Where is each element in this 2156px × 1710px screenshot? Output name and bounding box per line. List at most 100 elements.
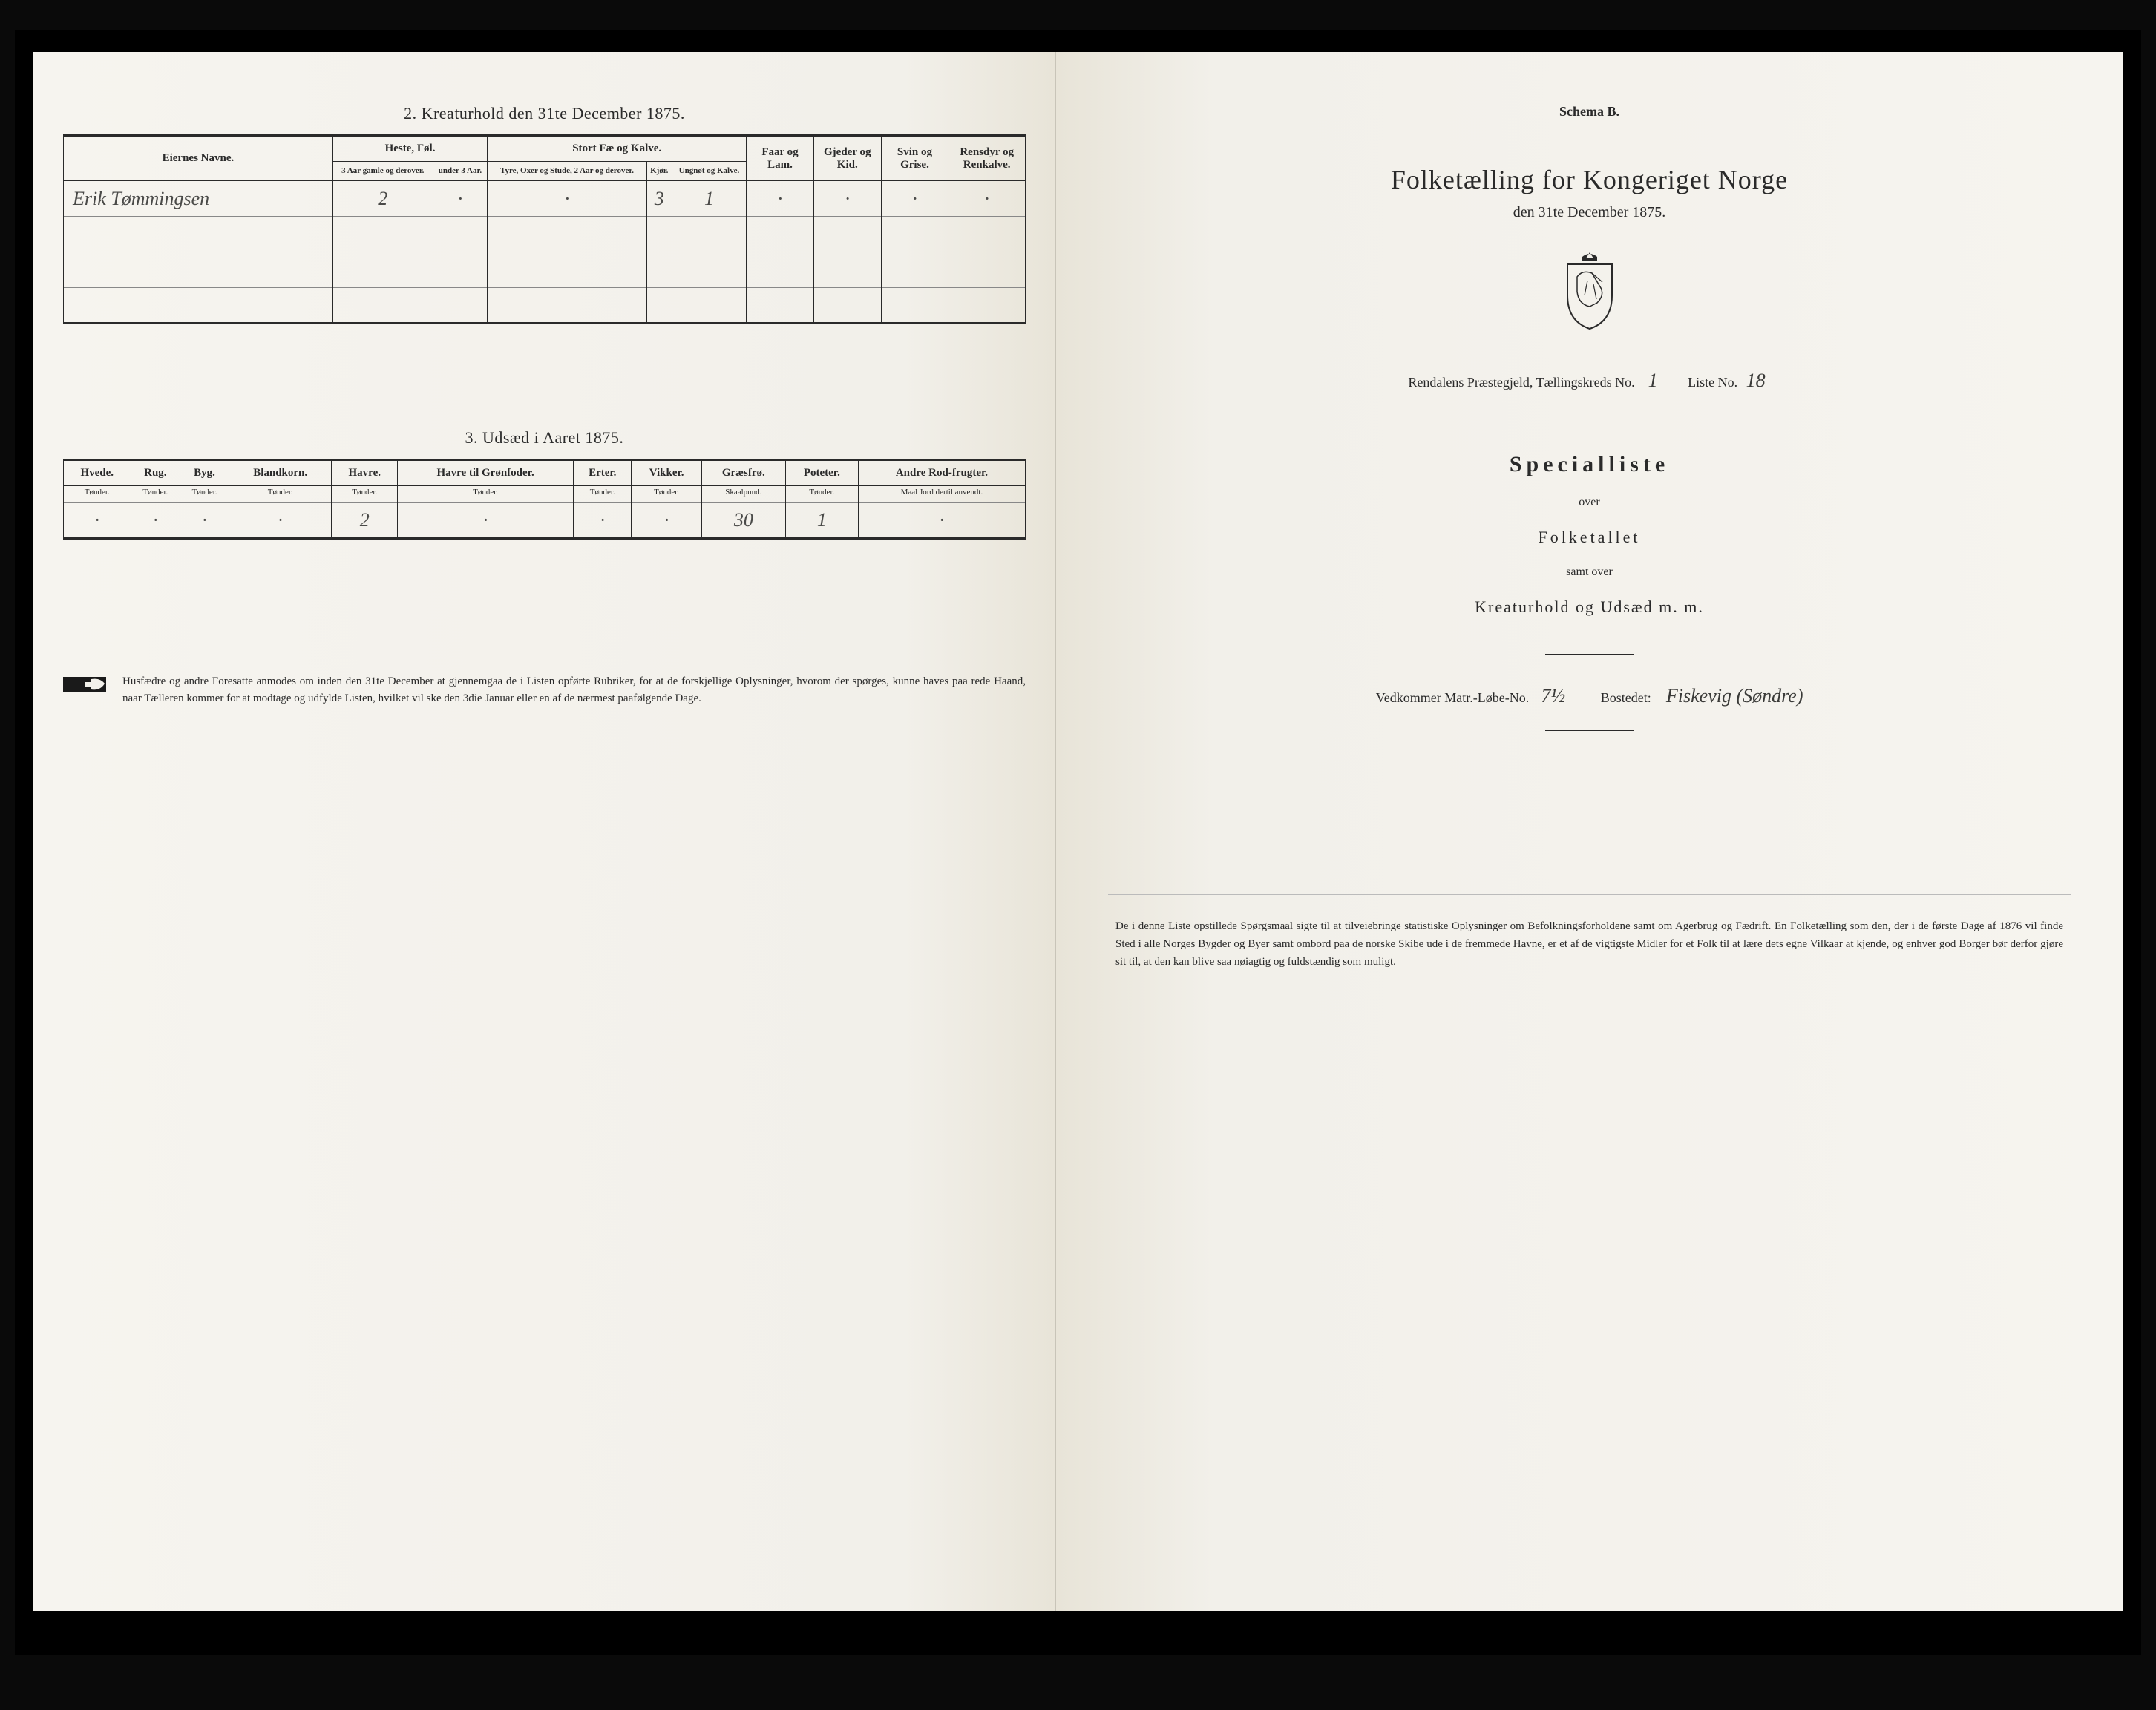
seed-col-7: Vikker. [632, 460, 701, 486]
seed-val-0: · [64, 503, 131, 539]
seed-unit-3: Tønder. [229, 486, 331, 503]
seed-val-6: · [574, 503, 632, 539]
cell-h1 [332, 252, 433, 288]
left-footer-text: Husfædre og andre Foresatte anmodes om i… [122, 673, 1026, 707]
cell-goats [813, 252, 881, 288]
cell-pigs [881, 217, 948, 252]
col-horses-under3: under 3 Aar. [433, 162, 487, 181]
livestock-table: Eiernes Navne. Heste, Føl. Stort Fæ og K… [63, 134, 1026, 324]
seed-unit-9: Tønder. [785, 486, 858, 503]
district-line: Rendalens Præstegjeld, Tællingskreds No.… [1108, 370, 2071, 392]
seed-col-9: Poteter. [785, 460, 858, 486]
seed-col-8: Græsfrø. [701, 460, 785, 486]
cell-c2 [646, 288, 672, 324]
cell-c2 [646, 217, 672, 252]
cell-h2 [433, 252, 487, 288]
col-owner: Eiernes Navne. [64, 136, 333, 181]
seed-val-8: 30 [701, 503, 785, 539]
seed-col-10: Andre Rod-frugter. [858, 460, 1025, 486]
matr-label: Vedkommer Matr.-Løbe-No. [1376, 690, 1529, 705]
scan-frame: 2. Kreaturhold den 31te December 1875. E… [15, 30, 2141, 1655]
seed-col-3: Blandkorn. [229, 460, 331, 486]
short-rule [1545, 654, 1634, 655]
seed-col-0: Hvede. [64, 460, 131, 486]
col-pigs: Svin og Grise. [881, 136, 948, 181]
col-goats: Gjeder og Kid. [813, 136, 881, 181]
col-cattle: Stort Fæ og Kalve. [488, 136, 747, 162]
table-row [64, 217, 1026, 252]
kreds-number: 1 [1638, 370, 1668, 392]
page-spread: 2. Kreaturhold den 31te December 1875. E… [33, 52, 2123, 1611]
cell-rein [948, 217, 1026, 252]
cell-h2 [433, 288, 487, 324]
table-row [64, 252, 1026, 288]
cell-pigs [881, 252, 948, 288]
over-label: over [1108, 496, 2071, 509]
cell-h2: · [433, 181, 487, 217]
cell-rein [948, 252, 1026, 288]
seed-unit-8: Skaalpund. [701, 486, 785, 503]
seed-table: Hvede.Rug.Byg.Blandkorn.Havre.Havre til … [63, 459, 1026, 540]
seed-val-4: 2 [332, 503, 398, 539]
col-cattle-cows: Kjør. [646, 162, 672, 181]
section2-title: 2. Kreaturhold den 31te December 1875. [63, 104, 1026, 123]
right-footer-text: De i denne Liste opstillede Spørgsmaal s… [1108, 894, 2071, 971]
seed-unit-10: Maal Jord dertil anvendt. [858, 486, 1025, 503]
table-row [64, 288, 1026, 324]
cell-owner [64, 252, 333, 288]
seed-col-2: Byg. [180, 460, 229, 486]
folketallet-label: Folketallet [1108, 528, 2071, 547]
liste-number: 18 [1741, 370, 1771, 392]
seed-val-10: · [858, 503, 1025, 539]
cell-c3 [672, 252, 746, 288]
seed-col-4: Havre. [332, 460, 398, 486]
district-prefix: Rendalens Præstegjeld, Tællingskreds No. [1408, 375, 1634, 390]
cell-goats [813, 217, 881, 252]
cell-sheep [747, 217, 814, 252]
cell-c2 [646, 252, 672, 288]
cell-rein: · [948, 181, 1026, 217]
specialliste-title: Specialliste [1108, 452, 2071, 477]
seed-val-5: · [398, 503, 574, 539]
cell-owner [64, 217, 333, 252]
seed-unit-7: Tønder. [632, 486, 701, 503]
main-title: Folketælling for Kongeriget Norge [1108, 164, 2071, 195]
samt-label: samt over [1108, 566, 2071, 579]
seed-col-6: Erter. [574, 460, 632, 486]
cell-c1 [488, 288, 647, 324]
seed-col-1: Rug. [131, 460, 180, 486]
cell-sheep [747, 252, 814, 288]
bosted-label: Bostedet: [1601, 690, 1651, 705]
seed-unit-6: Tønder. [574, 486, 632, 503]
matr-value: 7½ [1539, 685, 1568, 707]
col-sheep: Faar og Lam. [747, 136, 814, 181]
col-cattle-bulls: Tyre, Oxer og Stude, 2 Aar og derover. [488, 162, 647, 181]
cell-owner [64, 288, 333, 324]
col-horses-3plus: 3 Aar gamle og derover. [332, 162, 433, 181]
right-page: Schema B. Folketælling for Kongeriget No… [1056, 52, 2123, 1611]
bosted-value: Fiskevig (Søndre) [1660, 685, 1809, 707]
cell-sheep: · [747, 181, 814, 217]
seed-col-5: Havre til Grønfoder. [398, 460, 574, 486]
seed-unit-2: Tønder. [180, 486, 229, 503]
cell-pigs: · [881, 181, 948, 217]
seed-unit-0: Tønder. [64, 486, 131, 503]
kreatur-label: Kreaturhold og Udsæd m. m. [1108, 597, 2071, 617]
cell-c3: 1 [672, 181, 746, 217]
left-page: 2. Kreaturhold den 31te December 1875. E… [33, 52, 1056, 1611]
vedkommer-line: Vedkommer Matr.-Løbe-No. 7½ Bostedet: Fi… [1108, 685, 2071, 707]
seed-val-7: · [632, 503, 701, 539]
coat-of-arms-icon [1108, 251, 2071, 332]
cell-goats [813, 288, 881, 324]
cell-h1: 2 [332, 181, 433, 217]
cell-sheep [747, 288, 814, 324]
liste-label: Liste No. [1688, 375, 1737, 390]
col-cattle-young: Ungnøt og Kalve. [672, 162, 746, 181]
cell-c1 [488, 217, 647, 252]
seed-unit-5: Tønder. [398, 486, 574, 503]
cell-h1 [332, 217, 433, 252]
seed-unit-1: Tønder. [131, 486, 180, 503]
cell-h2 [433, 217, 487, 252]
seed-unit-4: Tønder. [332, 486, 398, 503]
col-horses: Heste, Føl. [332, 136, 487, 162]
